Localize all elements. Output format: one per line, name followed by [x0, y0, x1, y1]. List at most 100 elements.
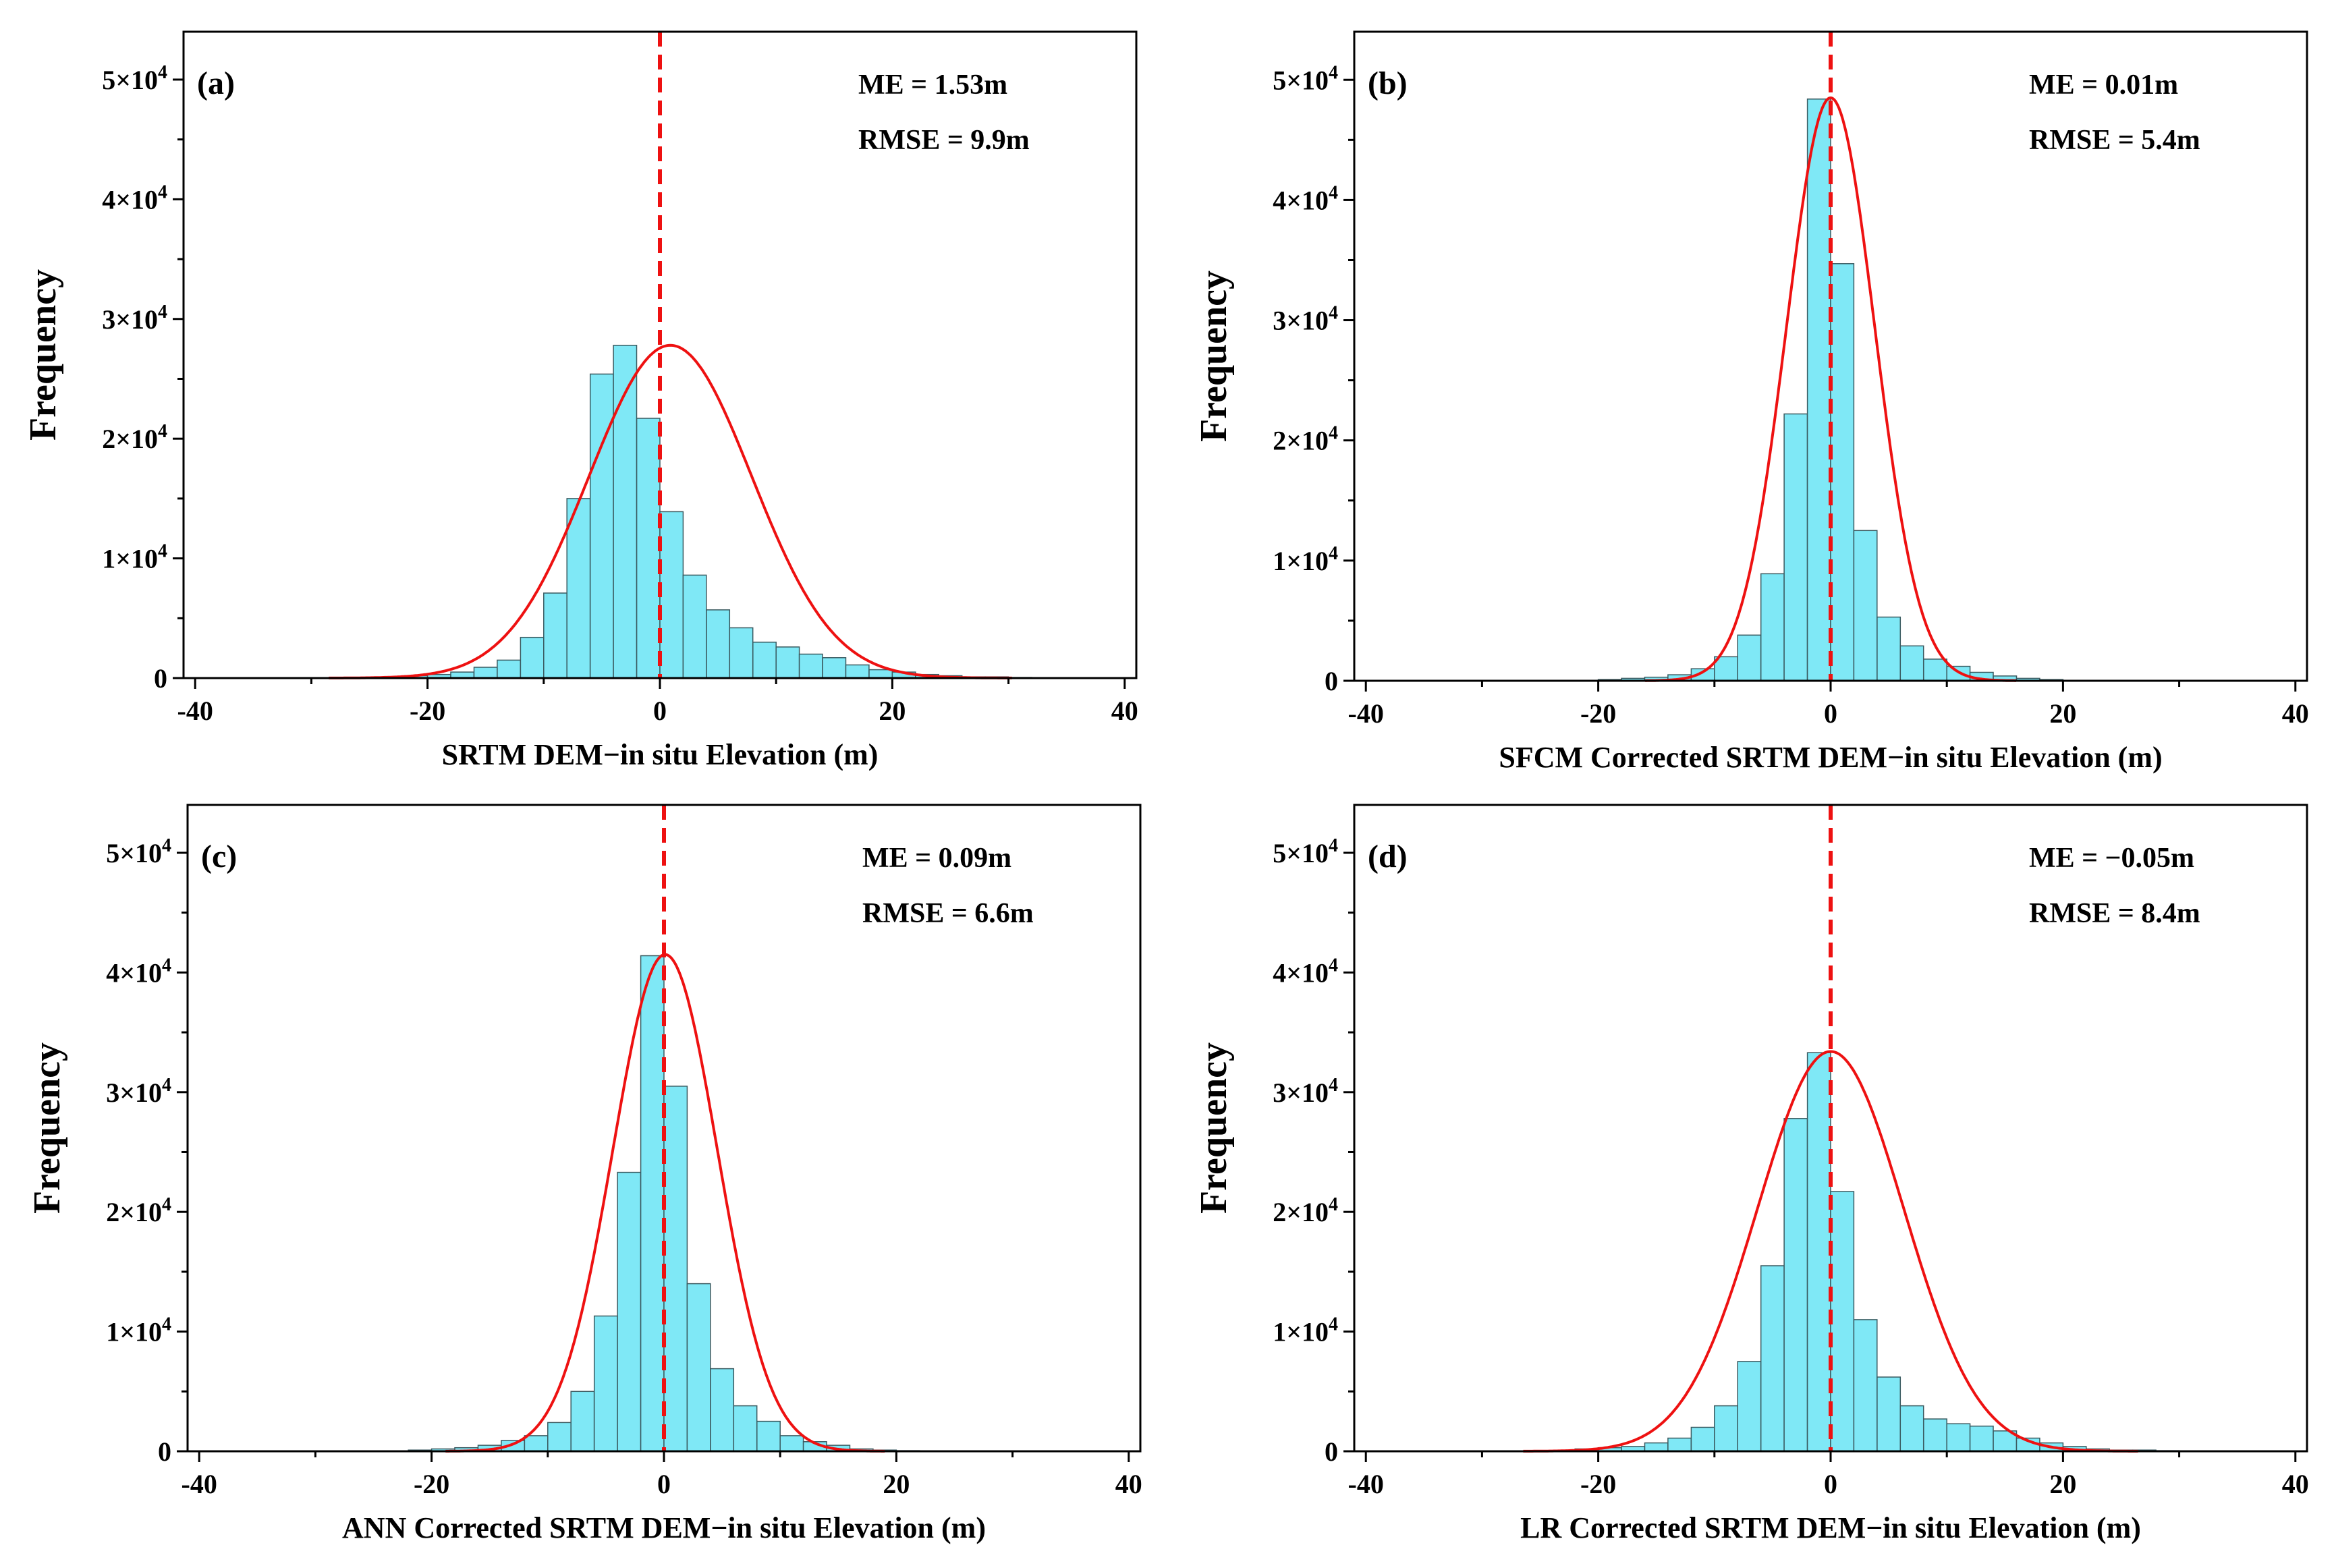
x-tick-label: 0 — [653, 696, 667, 726]
histogram-bar — [682, 574, 707, 679]
histogram-bar — [547, 1422, 572, 1452]
y-tick-base: ×10 — [119, 838, 162, 868]
y-tick-base: ×10 — [119, 1197, 162, 1227]
y-tick-label: 1×104 — [102, 541, 167, 574]
y-axis-title: Frequency — [26, 1042, 68, 1214]
histogram-bar — [1877, 616, 1901, 681]
y-tick-base: ×10 — [115, 304, 158, 335]
histogram-bar — [617, 1171, 642, 1452]
y-tick-base: ×10 — [115, 424, 158, 454]
x-tick-label: 40 — [1115, 1469, 1142, 1499]
histogram-bars — [1597, 99, 2064, 681]
y-tick-label: 5×104 — [102, 62, 167, 95]
y-tick-multiplier: 4 — [1273, 185, 1286, 215]
rmse-label: RMSE = 5.4m — [2029, 125, 2200, 156]
y-tick-base: ×10 — [1286, 426, 1329, 456]
mean-error-label: ME = −0.05m — [2029, 843, 2194, 874]
histogram-bar — [497, 659, 522, 679]
y-tick-multiplier: 1 — [1273, 546, 1286, 576]
panel-label: (c) — [201, 839, 237, 874]
y-tick-multiplier: 4 — [1273, 957, 1286, 988]
y-tick-label: 4×104 — [106, 955, 171, 988]
y-tick-base: ×10 — [1286, 957, 1329, 988]
histogram-bar — [706, 609, 731, 679]
y-tick-label: 4×104 — [1273, 955, 1338, 988]
y-axis-title: Frequency — [1193, 271, 1235, 442]
mean-error-label: ME = 1.53m — [858, 69, 1007, 101]
y-tick-base: ×10 — [119, 1317, 162, 1347]
y-tick-label: 3×104 — [1273, 303, 1338, 336]
y-tick-base: ×10 — [119, 957, 162, 988]
y-tick-exponent: 4 — [158, 181, 167, 202]
histogram-bars — [404, 345, 1079, 679]
y-tick-base: ×10 — [1286, 546, 1329, 576]
x-axis-title: LR Corrected SRTM DEM−in situ Elevation … — [1520, 1511, 2141, 1544]
y-tick-base: ×10 — [115, 184, 158, 215]
x-axis-title: SRTM DEM−in situ Elevation (m) — [442, 738, 879, 771]
panel-1: -40 -20 0 20 4001×1042×1043×1044×1045×104SRT… — [22, 30, 1138, 771]
y-tick-base: ×10 — [1286, 65, 1329, 95]
y-tick-label: 2×104 — [102, 421, 167, 454]
y-tick-label: 1×104 — [106, 1314, 171, 1347]
histogram-bar — [733, 1405, 758, 1452]
x-tick-label: 0 — [1824, 698, 1837, 729]
x-tick-label: 20 — [879, 696, 906, 726]
histogram-bar — [524, 1435, 549, 1452]
y-tick-exponent: 4 — [158, 62, 167, 83]
y-tick-label: 1×104 — [1273, 543, 1338, 576]
histogram-bar — [1760, 1265, 1785, 1452]
histogram-bar — [1806, 1052, 1831, 1452]
histogram-bar — [1714, 1405, 1738, 1452]
y-tick-label: 5×104 — [1273, 835, 1338, 868]
normal-fit-curve — [1523, 1050, 2138, 1453]
histogram-bar — [798, 653, 823, 679]
histogram-bar — [868, 669, 893, 679]
normal-fit-curve — [1645, 96, 2016, 682]
x-tick-label: -40 — [177, 696, 213, 726]
y-tick-label: 3×104 — [106, 1075, 171, 1108]
histogram-bar — [1969, 1425, 1994, 1452]
histogram-bar — [756, 1420, 781, 1452]
y-tick-label: 2×104 — [1273, 423, 1338, 456]
y-tick-exponent: 4 — [1329, 1314, 1338, 1335]
histogram-bar — [779, 1435, 804, 1452]
histogram-bar — [710, 1368, 735, 1452]
rmse-label: RMSE = 8.4m — [2029, 898, 2200, 929]
histogram-bar — [1760, 573, 1785, 681]
mean-error-label: ME = 0.01m — [2029, 69, 2178, 101]
histogram-bar — [520, 636, 545, 679]
x-tick-label: 0 — [1824, 1469, 1837, 1499]
histogram-bar — [640, 955, 665, 1452]
y-tick-multiplier: 4 — [102, 184, 115, 215]
x-axis-title: ANN Corrected SRTM DEM−in situ Elevation… — [342, 1511, 986, 1544]
y-tick-label: 4×104 — [1273, 182, 1338, 215]
x-tick-label: -20 — [1580, 698, 1616, 729]
panel-2: -40 -20 0 20 4001×1042×1043×1044×1045×104SFC… — [1193, 30, 2309, 774]
x-tick-label: 40 — [1111, 696, 1138, 726]
x-axis: -40 -20 0 20 40 — [1348, 681, 2309, 729]
y-axis-title: Frequency — [22, 269, 64, 441]
y-tick-multiplier: 3 — [102, 304, 115, 335]
x-tick-label: 40 — [2282, 1469, 2309, 1499]
x-axis-title: SFCM Corrected SRTM DEM−in situ Elevatio… — [1499, 741, 2162, 774]
x-tick-label: 20 — [883, 1469, 910, 1499]
histogram-bar — [775, 646, 800, 679]
y-tick-exponent: 4 — [158, 421, 167, 442]
y-tick-exponent: 4 — [162, 1314, 171, 1335]
y-tick-multiplier: 1 — [102, 544, 115, 574]
y-tick-label: 0 — [1325, 1436, 1338, 1467]
y-tick-base: ×10 — [1286, 1317, 1329, 1347]
histogram-bars — [1574, 1052, 2203, 1452]
y-tick-exponent: 4 — [158, 541, 167, 562]
y-tick-exponent: 4 — [1329, 1194, 1338, 1215]
mean-error-label: ME = 0.09m — [862, 843, 1011, 874]
y-tick-label: 2×104 — [1273, 1194, 1338, 1227]
histogram-bar — [1923, 1418, 1947, 1452]
y-tick-multiplier: 1 — [1273, 1317, 1286, 1347]
y-tick-label: 0 — [154, 663, 167, 694]
y-tick-multiplier: 5 — [102, 65, 115, 95]
y-tick-base: ×10 — [1286, 838, 1329, 868]
histogram-bar — [1923, 659, 1947, 681]
